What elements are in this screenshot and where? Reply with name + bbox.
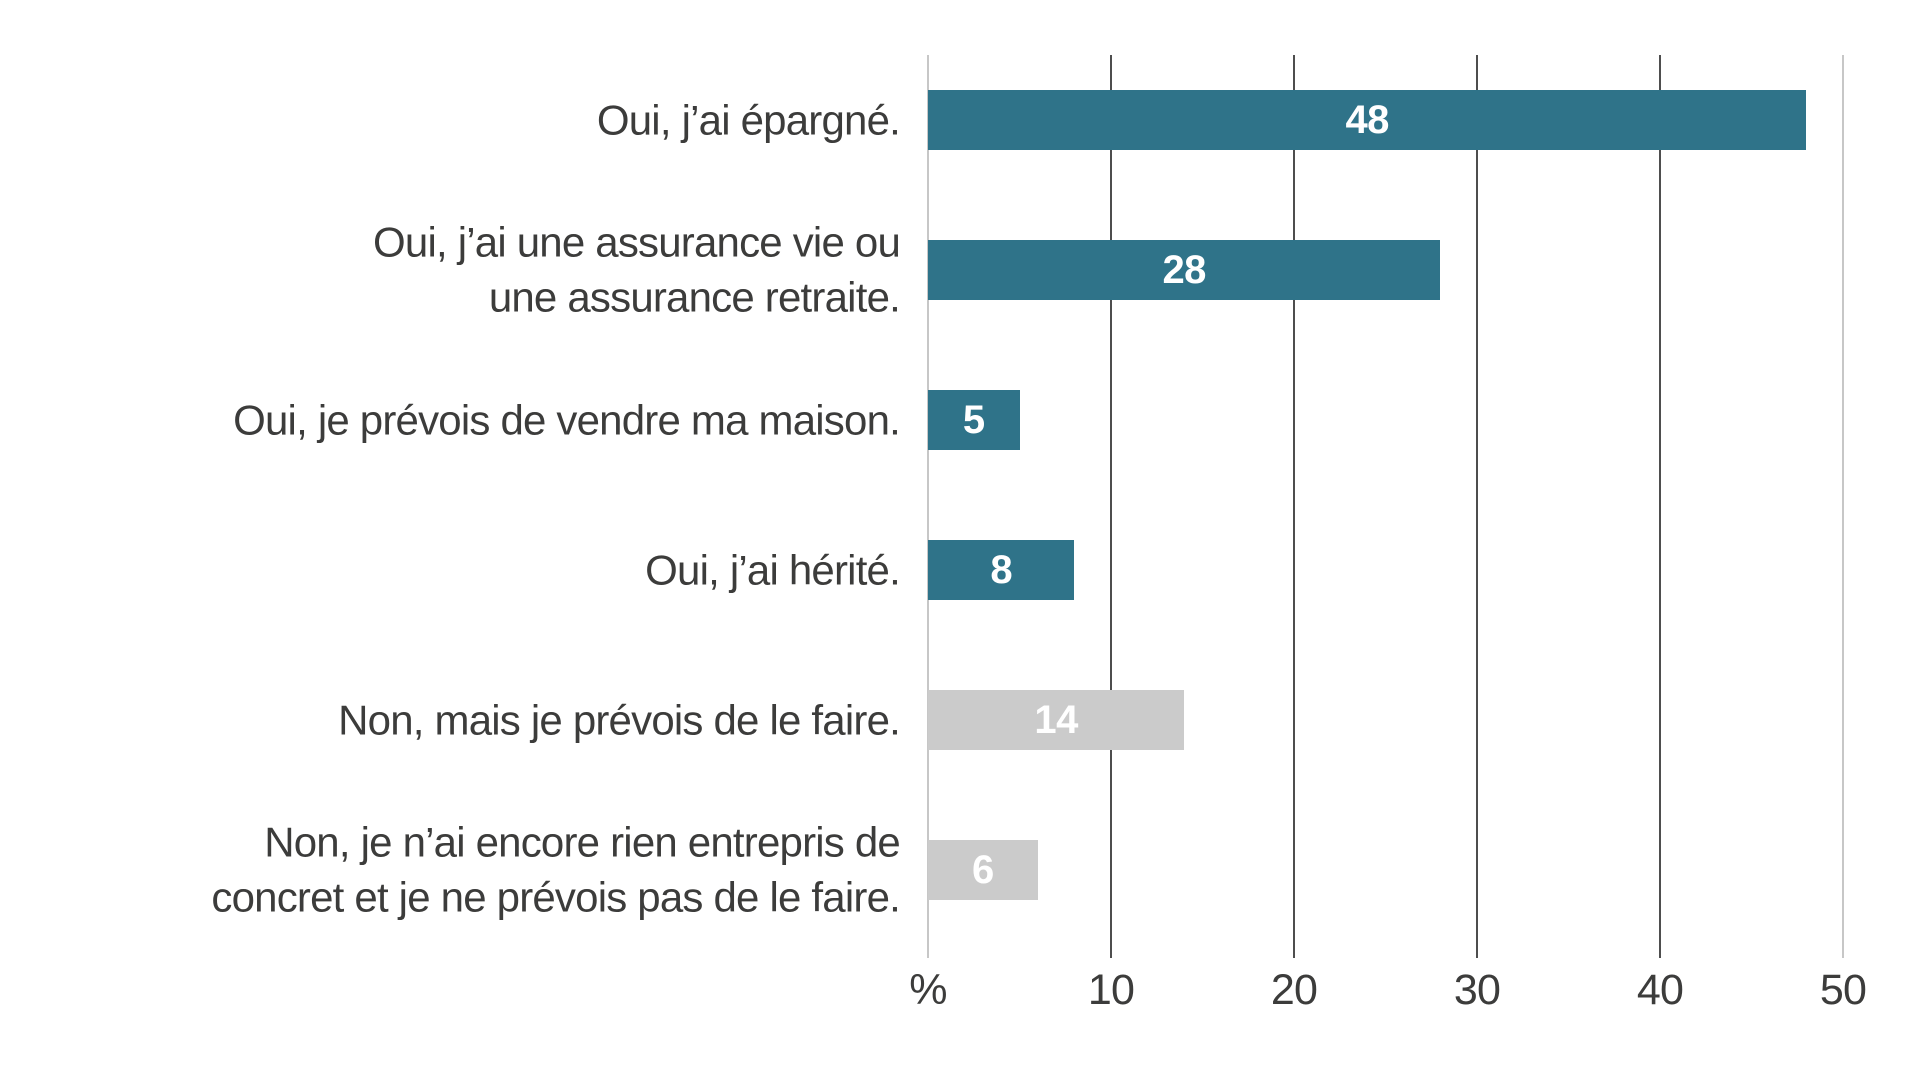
bar-value-label: 28 [1162,247,1206,292]
bar-value-label: 14 [1034,697,1078,742]
gridline-x-30 [1476,55,1478,958]
category-label: Non, je n’ai encore rien entrepris de co… [211,818,900,921]
bar-value-label: 48 [1345,97,1389,142]
bar-value-label: 6 [972,847,994,892]
gridline-x-0 [927,55,929,958]
bar: 14 [928,690,1185,750]
bar: 28 [928,240,1441,300]
category-label: Non, mais je prévois de le faire. [338,696,901,744]
gridline-x-20 [1293,55,1295,958]
bar-value-label: 5 [962,397,985,442]
x-tick-label: 30 [1453,966,1501,1014]
x-tick-label: 50 [1819,966,1867,1014]
bar: 6 [928,840,1038,900]
bar: 48 [928,90,1807,150]
bar: 8 [928,540,1075,600]
category-label: Oui, j’ai hérité. [645,546,901,594]
x-tick-label: 10 [1087,966,1135,1014]
bar: 5 [928,390,1020,450]
x-tick-label: 20 [1270,966,1318,1014]
x-tick-label: 40 [1636,966,1684,1014]
gridline-x-50 [1842,55,1844,958]
bar-value-label: 8 [990,547,1013,592]
category-label: Oui, j’ai épargné. [596,96,901,144]
x-tick-label: % [909,966,947,1014]
category-label: Oui, je prévois de vendre ma maison. [233,396,901,444]
category-label: Oui, j’ai une assurance vie ou une assur… [373,218,901,321]
gridline-x-40 [1659,55,1661,958]
gridline-x-10 [1110,55,1112,958]
